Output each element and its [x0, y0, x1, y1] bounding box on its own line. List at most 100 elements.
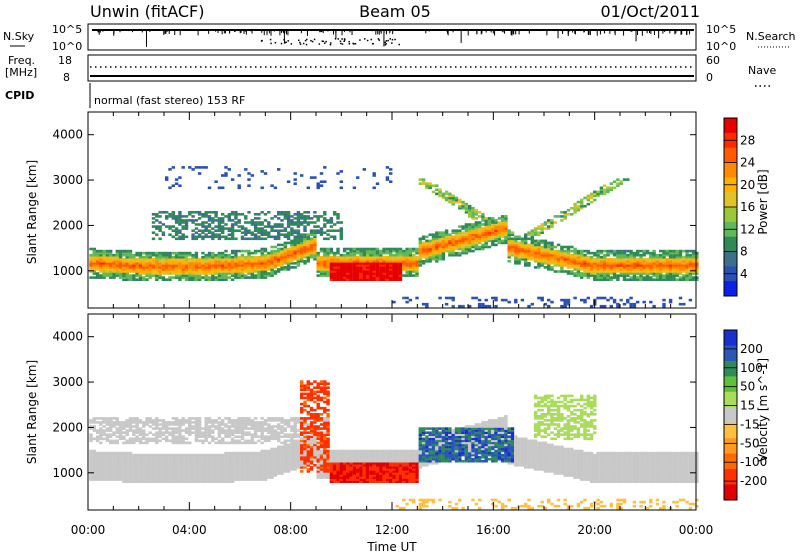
power-cell	[263, 249, 268, 253]
power-cell	[280, 247, 284, 251]
power-cell	[181, 260, 185, 263]
nsearch-point	[290, 43, 293, 45]
colorbar-swatch	[724, 251, 737, 267]
power-cell	[458, 251, 462, 255]
power-cell	[606, 298, 610, 302]
velocity-cell	[128, 466, 133, 469]
velocity-cell	[194, 421, 199, 424]
power-cell	[599, 268, 604, 271]
power-cell	[471, 245, 475, 249]
velocity-cell	[132, 425, 136, 428]
velocity-cell	[214, 453, 218, 457]
power-cell	[580, 262, 584, 265]
power-cell	[221, 272, 225, 275]
power-cell	[221, 260, 225, 263]
power-cell	[359, 260, 363, 263]
power-cell	[375, 247, 380, 251]
velocity-cell	[145, 470, 149, 473]
power-cell	[184, 260, 189, 263]
velocity-cell	[178, 423, 182, 426]
velocity-cell	[102, 464, 106, 467]
velocity-cell	[151, 455, 156, 459]
freq-panel: Freq. [MHz] 18 8 60 0 Nave	[5, 54, 776, 87]
power-cell	[497, 229, 501, 232]
power-cell	[514, 241, 518, 245]
power-cell	[207, 235, 212, 239]
power-cell	[161, 262, 166, 265]
power-cell	[576, 249, 581, 253]
power-cell	[356, 262, 360, 265]
velocity-cell	[197, 419, 202, 422]
power-cell	[543, 247, 548, 251]
power-cell	[566, 266, 571, 269]
velocity-cell	[138, 433, 143, 436]
power-cell	[668, 300, 673, 304]
velocity-cell	[171, 459, 175, 463]
power-cell	[441, 192, 446, 196]
power-cell	[221, 253, 225, 257]
velocity-cell	[217, 425, 222, 428]
power-cell	[92, 276, 96, 279]
power-cell	[418, 239, 422, 243]
power-cell	[550, 255, 554, 259]
power-cell	[319, 255, 324, 259]
velocity-cell	[224, 457, 228, 461]
power-cell	[244, 233, 248, 236]
power-cell	[599, 186, 604, 190]
power-cell	[352, 260, 357, 263]
power-cell	[497, 241, 501, 245]
power-cell	[178, 255, 182, 259]
power-cell	[464, 245, 469, 249]
power-cell	[283, 213, 287, 216]
velocity-cell	[145, 478, 149, 481]
power-cell	[688, 298, 693, 302]
power-cell	[293, 221, 297, 224]
velocity-cell	[211, 462, 215, 465]
power-cell	[382, 260, 386, 263]
velocity-cell	[181, 474, 185, 477]
power-cell	[412, 274, 416, 277]
power-cell	[392, 260, 396, 263]
velocity-cell	[188, 472, 192, 475]
velocity-cell	[194, 417, 199, 420]
power-cell	[612, 260, 617, 263]
power-cell	[247, 184, 251, 187]
velocity-cell	[184, 419, 189, 422]
velocity-cell	[257, 474, 261, 477]
velocity-cell	[132, 476, 136, 479]
power-cell	[260, 264, 264, 267]
velocity-cell	[230, 480, 235, 483]
power-cell	[138, 270, 143, 273]
velocity-cell	[214, 455, 218, 459]
power-cell	[303, 239, 307, 243]
power-cell	[451, 241, 455, 245]
power-cell	[484, 221, 488, 224]
power-cell	[372, 249, 376, 253]
power-cell	[257, 217, 261, 220]
power-cell	[313, 233, 317, 236]
power-cell	[270, 270, 274, 273]
nsearch-point	[341, 43, 344, 45]
velocity-cell	[286, 447, 291, 451]
power-cell	[151, 262, 156, 265]
power-cell	[537, 253, 541, 257]
power-cell	[464, 249, 469, 253]
power-heatmap-cells	[89, 166, 699, 308]
power-cell	[230, 251, 235, 255]
power-cell	[128, 270, 133, 273]
velocity-cell	[165, 476, 169, 479]
velocity-cell	[168, 427, 172, 430]
power-cell	[524, 262, 528, 265]
power-cell	[283, 229, 287, 232]
velocity-cell	[125, 423, 129, 426]
velocity-cell	[112, 441, 116, 445]
power-cell	[659, 264, 663, 267]
velocity-cell	[286, 421, 291, 424]
velocity-cell	[112, 459, 116, 463]
power-cell	[461, 251, 465, 255]
velocity-cell	[227, 451, 231, 455]
power-cell	[309, 239, 314, 243]
velocity-cell	[112, 464, 116, 467]
power-cell	[283, 215, 287, 218]
power-cell	[421, 241, 426, 245]
